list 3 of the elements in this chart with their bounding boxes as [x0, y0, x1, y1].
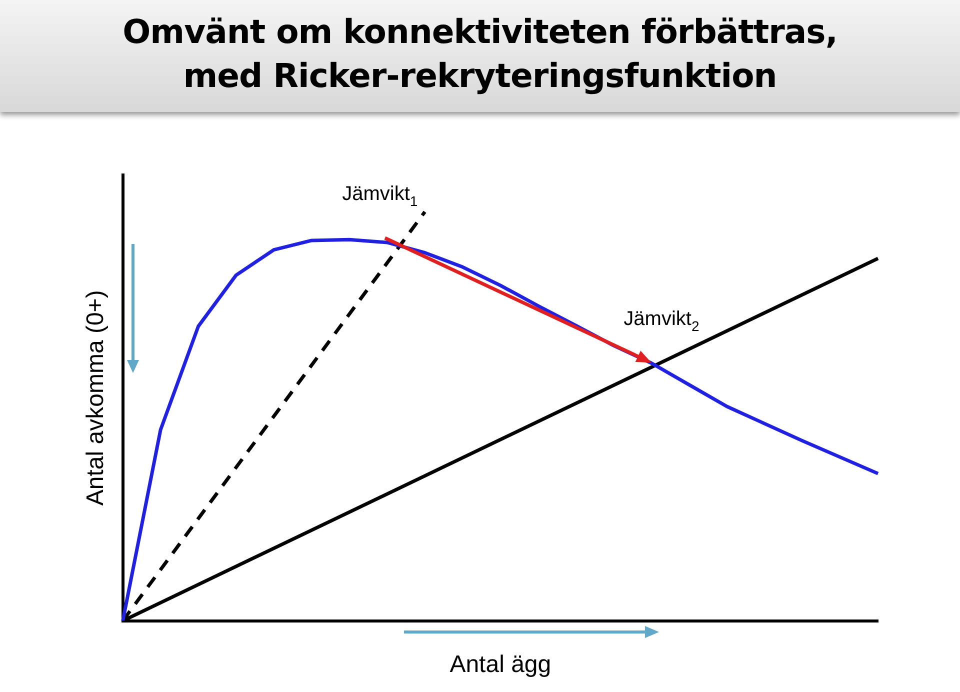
- chart-title: Omvänt om konnektiviteten förbättras, med Ricker-rekryteringsfunktion: [122, 11, 838, 97]
- y-axis-title: Antal avkomma (0+): [82, 290, 110, 506]
- x-axis-title: Antal ägg: [450, 651, 552, 678]
